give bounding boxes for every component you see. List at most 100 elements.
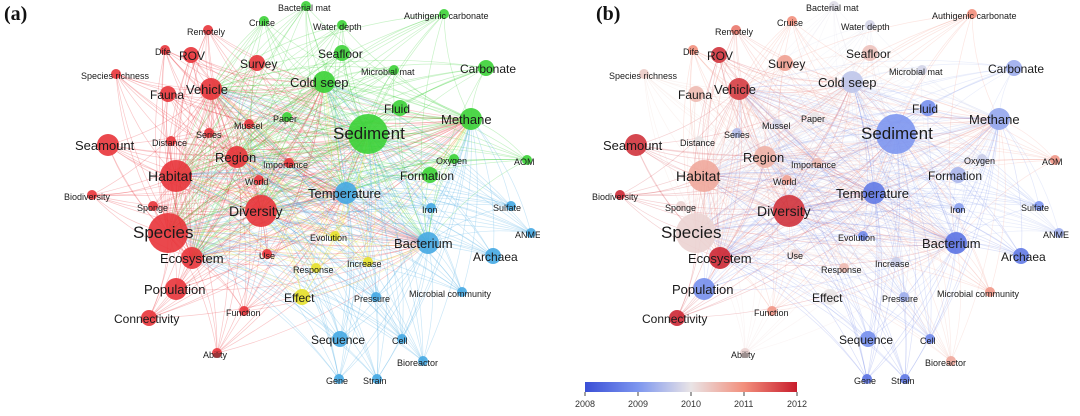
edge-waterdepth-vehicle [738,24,871,90]
edge-oxygen-species [167,158,455,234]
node-evolution [330,231,340,241]
edge-sediment-ecosystem [719,133,897,259]
edge-series-temperature [208,132,347,194]
edge-population-sediment [703,133,897,290]
edge-archaea-diversity [788,210,1022,257]
node-archaea [1013,248,1029,264]
edge-paper-ecosystem [719,116,816,259]
edge-authigenic-species [695,13,973,234]
node-label-methane: Methane [969,112,1020,127]
edge-bacterialmat-habitat [175,5,307,177]
edge-cell-sediment [367,133,404,340]
edge-methane-temperature [873,118,1000,194]
edge-species-bacterium [167,232,429,255]
edge-ecosystem-vehicle [191,88,215,259]
edge-speciesrichness-sediment [643,73,897,135]
edge-gene-diversity [260,210,340,380]
edge-ability-habitat [703,175,746,354]
edge-connectivity-methane [676,118,1000,319]
node-label-ecosystem: Ecosystem [160,251,224,266]
node-label-strain: Strain [891,376,915,386]
edge-archaea-sediment [895,133,1022,257]
edge-sulfate-temperature [873,188,1040,207]
edge-strain-diversity [260,210,378,380]
edge-strain-vehicle [210,88,378,380]
edge-cell-region [764,156,931,340]
node-dife [688,45,698,55]
edge-seamount-methane [635,118,1000,157]
edge-iron-vehicle [210,88,432,209]
edge-archaea-temperature [345,192,494,257]
node-label-survey: Survey [768,57,805,71]
node-label-aom: AOM [514,157,535,167]
edge-series-temperature [736,132,875,194]
edge-sequence-vehicle [738,88,869,340]
node-coldseep [313,71,335,93]
node-label-bacterium: Bacterium [394,236,453,251]
edge-biodiversity-coldseep [619,81,853,196]
edge-carbonate-temperature [345,67,487,194]
edge-sequence-region [764,156,869,340]
colorbar-tick-label: 2011 [734,399,753,409]
edge-ability-region [216,156,242,354]
edge-seafloor-methane [341,52,472,120]
node-label-archaea: Archaea [473,250,518,264]
node-label-region: Region [743,150,784,165]
edge-gene-bacterium [866,242,957,380]
edge-survey-temperature [256,62,347,194]
edge-methane-habitat [175,117,472,177]
edge-seafloor-habitat [703,52,871,177]
node-label-use: Use [259,251,275,261]
node-label-dife: Dife [683,47,699,57]
node-label-mussel: Mussel [234,121,263,131]
node-label-distance: Distance [152,138,187,148]
edge-carbonate-coldseep [851,63,1015,83]
edge-remotely-temperature [207,29,347,194]
edge-sequence-region [236,156,341,340]
node-paper [810,112,820,122]
edge-region-ecosystem [191,156,238,259]
edge-microbialmat-region [764,69,923,158]
edge-bacterium-vehicle [738,88,957,244]
node-mussel [772,119,782,129]
edge-evolution-ecosystem [719,234,864,259]
edge-region-ecosystem [719,156,766,259]
node-label-microbialmat: Microbial mat [361,67,415,77]
node-label-fluid: Fluid [912,102,938,116]
edge-aom-bacterium [955,159,1056,244]
edge-species-sediment [695,133,897,234]
edge-microbialcommunity-ecosystem [191,253,463,293]
edge-anme-temperature [873,192,1060,234]
node-label-fluid: Fluid [384,102,410,116]
edge-increase-coldseep [323,81,369,263]
edge-survey-diversity [249,62,262,212]
edge-anme-diversity [260,203,532,234]
node-speciesrichness [639,69,649,79]
node-label-sponge: Sponge [137,203,168,213]
node-gene [334,374,344,384]
edge-mussel-ecosystem [719,123,778,259]
edge-dife-sediment [692,49,897,135]
edge-anme-sediment [895,133,1060,234]
edge-coldseep-habitat [175,81,325,177]
node-label-ability: Ability [731,350,756,360]
edge-fauna-coldseep [695,81,853,99]
edge-bioreactor-sediment [367,133,424,362]
edge-strain-sediment [895,133,916,380]
edge-region-bacterium [764,156,957,244]
edge-seamount-temperature [107,144,347,194]
edge-cell-vehicle [210,88,403,340]
edge-world-ecosystem [719,179,788,259]
edge-bioreactor-coldseep [851,81,952,362]
edge-microbialmat-vehicle [210,66,395,90]
edge-oxygen-vehicle [738,88,983,160]
edge-authigenic-region [764,13,973,158]
node-bacterium [417,232,439,254]
node-sulfate [506,201,516,211]
node-series [732,128,742,138]
edge-use-bacterium [266,242,429,260]
edge-bacterialmat-methane [833,5,1000,120]
node-label-connectivity: Connectivity [642,312,707,326]
edge-biodiversity-diversity [619,194,790,216]
edge-effect-temperature [301,192,347,298]
